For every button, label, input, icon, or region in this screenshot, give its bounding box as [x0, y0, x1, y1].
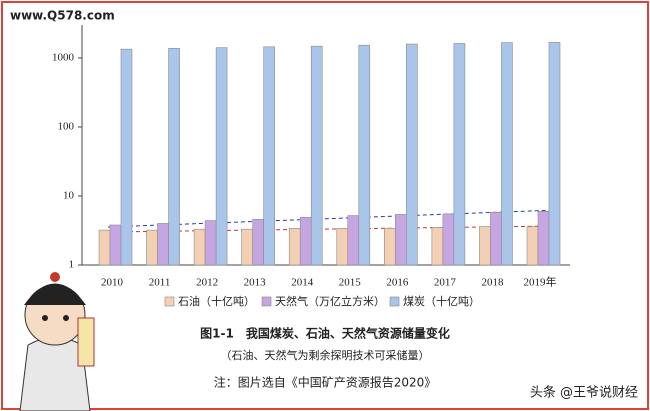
bar	[215, 47, 228, 266]
bar	[310, 45, 323, 266]
bar	[120, 48, 133, 266]
subtitle: （石油、天然气为剩余探明技术可采储量）	[221, 348, 430, 362]
bar	[548, 42, 561, 266]
bar	[537, 210, 550, 266]
watermark: www.Q578.com	[10, 9, 115, 23]
y-tick-label: 10	[63, 190, 75, 202]
cartoon	[19, 272, 95, 411]
bar	[146, 229, 158, 266]
legend-label: 石油（十亿吨）	[178, 294, 255, 308]
bar	[431, 227, 444, 266]
bar	[395, 214, 407, 266]
bar	[384, 228, 396, 266]
x-tick-label: 2013	[244, 277, 267, 289]
bar	[490, 212, 502, 266]
x-tick-label: 2017	[434, 277, 457, 289]
bar	[98, 229, 111, 266]
bar	[526, 226, 539, 266]
bar	[241, 228, 253, 266]
bar	[479, 226, 491, 266]
x-tick-label: 2015	[339, 277, 362, 289]
x-tick-label: 2011	[149, 277, 171, 289]
chart-title: 图1-1 我国煤炭、石油、天然气资源储量变化	[200, 326, 450, 341]
bar	[347, 215, 360, 266]
y-tick-label: 100	[58, 120, 75, 132]
bar	[157, 223, 169, 266]
credit: 头条 @王爷说财经	[530, 385, 638, 401]
y-tick-label: 1	[69, 259, 75, 271]
bar	[252, 218, 264, 266]
note: 注：图片选自《中国矿产资源报告2020》	[214, 375, 437, 390]
bar	[336, 228, 349, 266]
bar	[501, 42, 513, 266]
bar	[406, 43, 418, 266]
bar	[109, 224, 122, 266]
x-tick-label: 2016	[386, 277, 409, 289]
y-tick-label: 1000	[52, 51, 75, 63]
x-tick-label: 2018	[481, 277, 504, 289]
bar	[204, 220, 217, 266]
bar	[168, 47, 180, 266]
bar	[263, 46, 275, 266]
legend-label: 煤炭（十亿吨）	[403, 294, 480, 308]
x-tick-label: 2019年	[524, 275, 557, 289]
legend-swatch	[261, 296, 272, 307]
legend-swatch	[164, 296, 175, 307]
legend-label: 天然气（万亿立方米）	[275, 294, 385, 308]
bar	[442, 213, 455, 266]
trend-line	[107, 207, 557, 228]
x-tick-label: 2012	[196, 277, 218, 289]
legend-swatch	[389, 296, 400, 307]
bar	[453, 43, 466, 266]
x-tick-label: 2014	[291, 277, 314, 289]
bar	[358, 44, 371, 266]
bar	[288, 228, 301, 266]
x-tick-label: 2010	[101, 277, 124, 289]
bar	[193, 228, 206, 266]
bar	[299, 217, 312, 266]
